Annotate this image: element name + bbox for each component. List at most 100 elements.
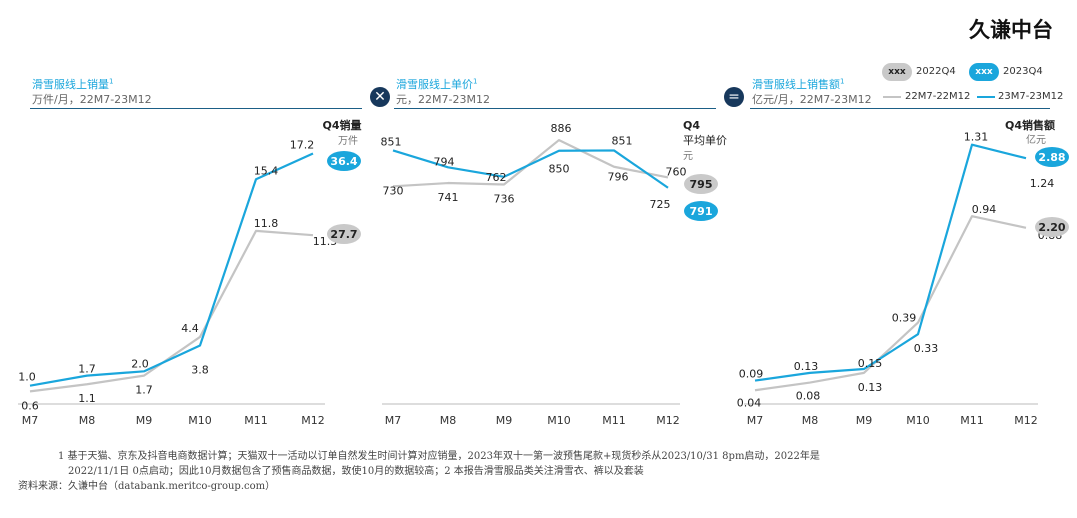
chart-2-data-label: 736 <box>494 193 515 206</box>
legend-2023q4-label: 2023Q4 <box>1003 66 1043 77</box>
chart-2-data-label: 760 <box>666 165 687 178</box>
chart-1-data-label: 1.1 <box>78 392 96 405</box>
footnote-line-1: 1 基于天猫、京东及抖音电商数据计算；天猫双十一活动以订单自然发生时间计算对应销… <box>58 451 820 462</box>
chart-3-data-label: 0.04 <box>737 396 762 409</box>
chart-1-q4-2022-value: 27.7 <box>330 228 357 241</box>
chart-3-tick-label: M8 <box>802 414 819 427</box>
chart-3-data-label: 0.13 <box>794 360 819 373</box>
chart-1-tick-label: M12 <box>301 414 325 427</box>
chart-2-tick-label: M10 <box>547 414 571 427</box>
chart-1-tick-label: M11 <box>244 414 268 427</box>
chart-3-q4-title: Q4销售额 <box>1005 118 1055 132</box>
panel-1-rule <box>30 108 362 109</box>
chart-3-series-line-22M7-22M12 <box>754 215 1027 392</box>
chart-3-data-label: 1.24 <box>1030 177 1055 190</box>
chart-3-tick-label: M11 <box>960 414 984 427</box>
footnote-line-2: 2022/11/1日 0点启动；因此10月数据包含了预售商品数据，致使10月的数… <box>68 466 644 477</box>
chart-1-q4-2023-value: 36.4 <box>330 155 357 168</box>
panel-3-subtitle: 亿元/月，22M7-23M12 <box>752 93 872 106</box>
chart-2-q4-2022-value: 795 <box>690 178 713 191</box>
chart-2-tick-label: M11 <box>602 414 626 427</box>
brand-logo: 久谦中台 <box>969 17 1053 42</box>
equals-icon: = <box>724 87 744 107</box>
chart-2-series-line-23M7-23M12 <box>392 149 669 189</box>
panel-2-title: 滑雪服线上单价1 <box>396 77 478 91</box>
legend-2022q4-pill: xxx <box>882 63 912 81</box>
chart-1-data-label: 2.0 <box>131 357 149 370</box>
chart-1-data-label: 1.0 <box>18 371 36 384</box>
panel-2-subtitle: 元，22M7-23M12 <box>396 93 490 106</box>
chart-2-data-label: 730 <box>383 184 404 197</box>
source-note: 资料来源：久谦中台（databank.meritco-group.com） <box>18 481 276 492</box>
chart-3-data-label: 0.08 <box>796 390 821 403</box>
multiply-icon: ✕ <box>370 87 390 107</box>
panel-1-subtitle: 万件/月，22M7-23M12 <box>32 93 152 106</box>
chart-1-data-label: 3.8 <box>191 364 209 377</box>
chart-2-tick-label: M12 <box>656 414 680 427</box>
chart-3-data-label: 0.39 <box>892 312 917 325</box>
chart-3-data-label: 0.09 <box>739 368 764 381</box>
chart-1-tick-label: M9 <box>136 414 153 427</box>
chart-3-q4-2023-value: 2.88 <box>1038 151 1065 164</box>
chart-1-q4-title: Q4销量 <box>322 118 361 132</box>
chart-3-q4-2023-pill <box>1035 147 1069 167</box>
panel-3-rule <box>750 108 1050 109</box>
chart-3-data-label: 0.33 <box>914 342 939 355</box>
chart-2-q4-2023-pill <box>684 201 718 221</box>
chart-3-data-label: 0.15 <box>858 357 883 370</box>
chart-1-series-line-22M7-22M12 <box>29 229 314 393</box>
chart-3-tick-label: M7 <box>747 414 764 427</box>
legend-2023q4-pill: xxx <box>969 63 999 81</box>
chart-1-data-label: 11.8 <box>254 217 279 230</box>
chart-1-tick-label: M10 <box>188 414 212 427</box>
legend-2022-line <box>883 96 901 98</box>
chart-1-data-label: 15.4 <box>254 164 279 177</box>
chart-3-data-label: 1.31 <box>964 131 989 144</box>
panel-3-title: 滑雪服线上销售额1 <box>752 77 845 91</box>
chart-2-data-label: 741 <box>438 191 459 204</box>
chart-3-tick-label: M10 <box>906 414 930 427</box>
chart-2-tick-label: M8 <box>440 414 457 427</box>
chart-2-q4-2023-value: 791 <box>690 205 713 218</box>
chart-2-data-label: 725 <box>650 198 671 211</box>
chart-2-q4-2022-pill <box>684 174 718 194</box>
chart-1-q4-unit: 万件 <box>338 135 358 147</box>
chart-1-tick-label: M7 <box>22 414 39 427</box>
legend-2022q4-label: 2022Q4 <box>916 66 956 77</box>
legend-2023-line-label: 23M7-23M12 <box>998 91 1064 102</box>
chart-2-data-label: 794 <box>434 155 455 168</box>
chart-1-q4-2023-pill <box>327 151 361 171</box>
chart-1-data-label: 1.7 <box>135 384 153 397</box>
chart-2-q4-title: Q4 <box>683 119 700 132</box>
chart-1-data-label: 0.6 <box>21 399 39 412</box>
chart-2-q4-subtitle: 平均单价 <box>683 134 727 147</box>
chart-2-data-label: 851 <box>612 134 633 147</box>
chart-2-data-label: 886 <box>551 122 572 135</box>
chart-2-data-label: 851 <box>381 135 402 148</box>
chart-3-series-line-23M7-23M12 <box>754 143 1027 382</box>
chart-1-tick-label: M8 <box>79 414 96 427</box>
chart-2-data-label: 850 <box>549 163 570 176</box>
chart-1-data-label: 17.2 <box>290 138 315 151</box>
legend-2022-line-label: 22M7-22M12 <box>905 91 971 102</box>
chart-3-q4-unit: 亿元 <box>1026 133 1046 146</box>
chart-1-data-label: 4.4 <box>181 322 199 335</box>
chart-1-q4-2022-pill <box>327 224 361 244</box>
chart-1-data-label: 1.7 <box>78 363 96 376</box>
chart-3-data-label: 0.94 <box>972 203 997 216</box>
chart-3-q4-2022-pill <box>1035 217 1069 237</box>
chart-2-series-line-22M7-22M12 <box>392 138 669 188</box>
chart-2-tick-label: M7 <box>385 414 402 427</box>
chart-3-tick-label: M9 <box>856 414 873 427</box>
chart-2-q4-unit: 元 <box>683 151 693 162</box>
chart-1-series-line-23M7-23M12 <box>29 152 314 387</box>
chart-2-data-label: 796 <box>608 171 629 184</box>
chart-3-tick-label: M12 <box>1014 414 1038 427</box>
chart-3-data-label: 0.13 <box>858 381 883 394</box>
legend-2023-line <box>977 96 995 98</box>
chart-2-data-label: 762 <box>486 171 507 184</box>
chart-3-q4-2022-value: 2.20 <box>1038 221 1065 234</box>
panel-2-rule <box>394 108 716 109</box>
chart-2-tick-label: M9 <box>496 414 513 427</box>
